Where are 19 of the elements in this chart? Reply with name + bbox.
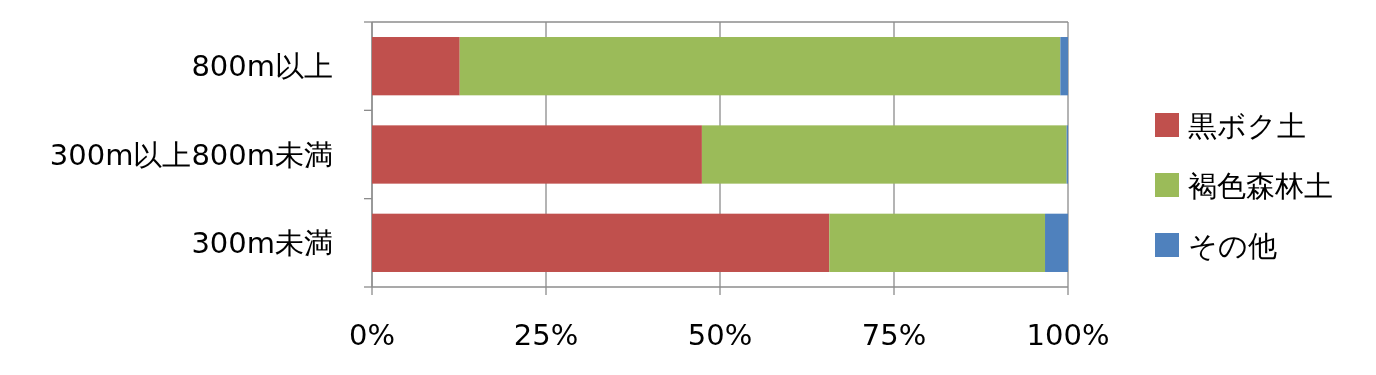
y-tick-label: 300m未満 [191, 225, 333, 260]
legend-label: 褐色森林土 [1188, 169, 1333, 203]
legend-label: 黒ボク土 [1188, 109, 1306, 143]
x-tick-label: 100% [1026, 318, 1110, 352]
bar [372, 37, 460, 96]
x-tick-label: 75% [861, 318, 927, 352]
bar [459, 37, 1061, 96]
bar [372, 213, 830, 272]
x-tick-label: 50% [687, 318, 753, 352]
bar [1045, 213, 1068, 272]
bar [701, 125, 1067, 184]
bar [372, 125, 702, 184]
y-tick-label: 300m以上800m未満 [49, 137, 333, 172]
x-tick-label: 25% [513, 318, 579, 352]
x-tick-label: 0% [348, 318, 396, 352]
legend-label: その他 [1188, 229, 1277, 263]
bar [1060, 37, 1068, 96]
y-tick-label: 800m以上 [191, 49, 333, 84]
bar [829, 213, 1046, 272]
